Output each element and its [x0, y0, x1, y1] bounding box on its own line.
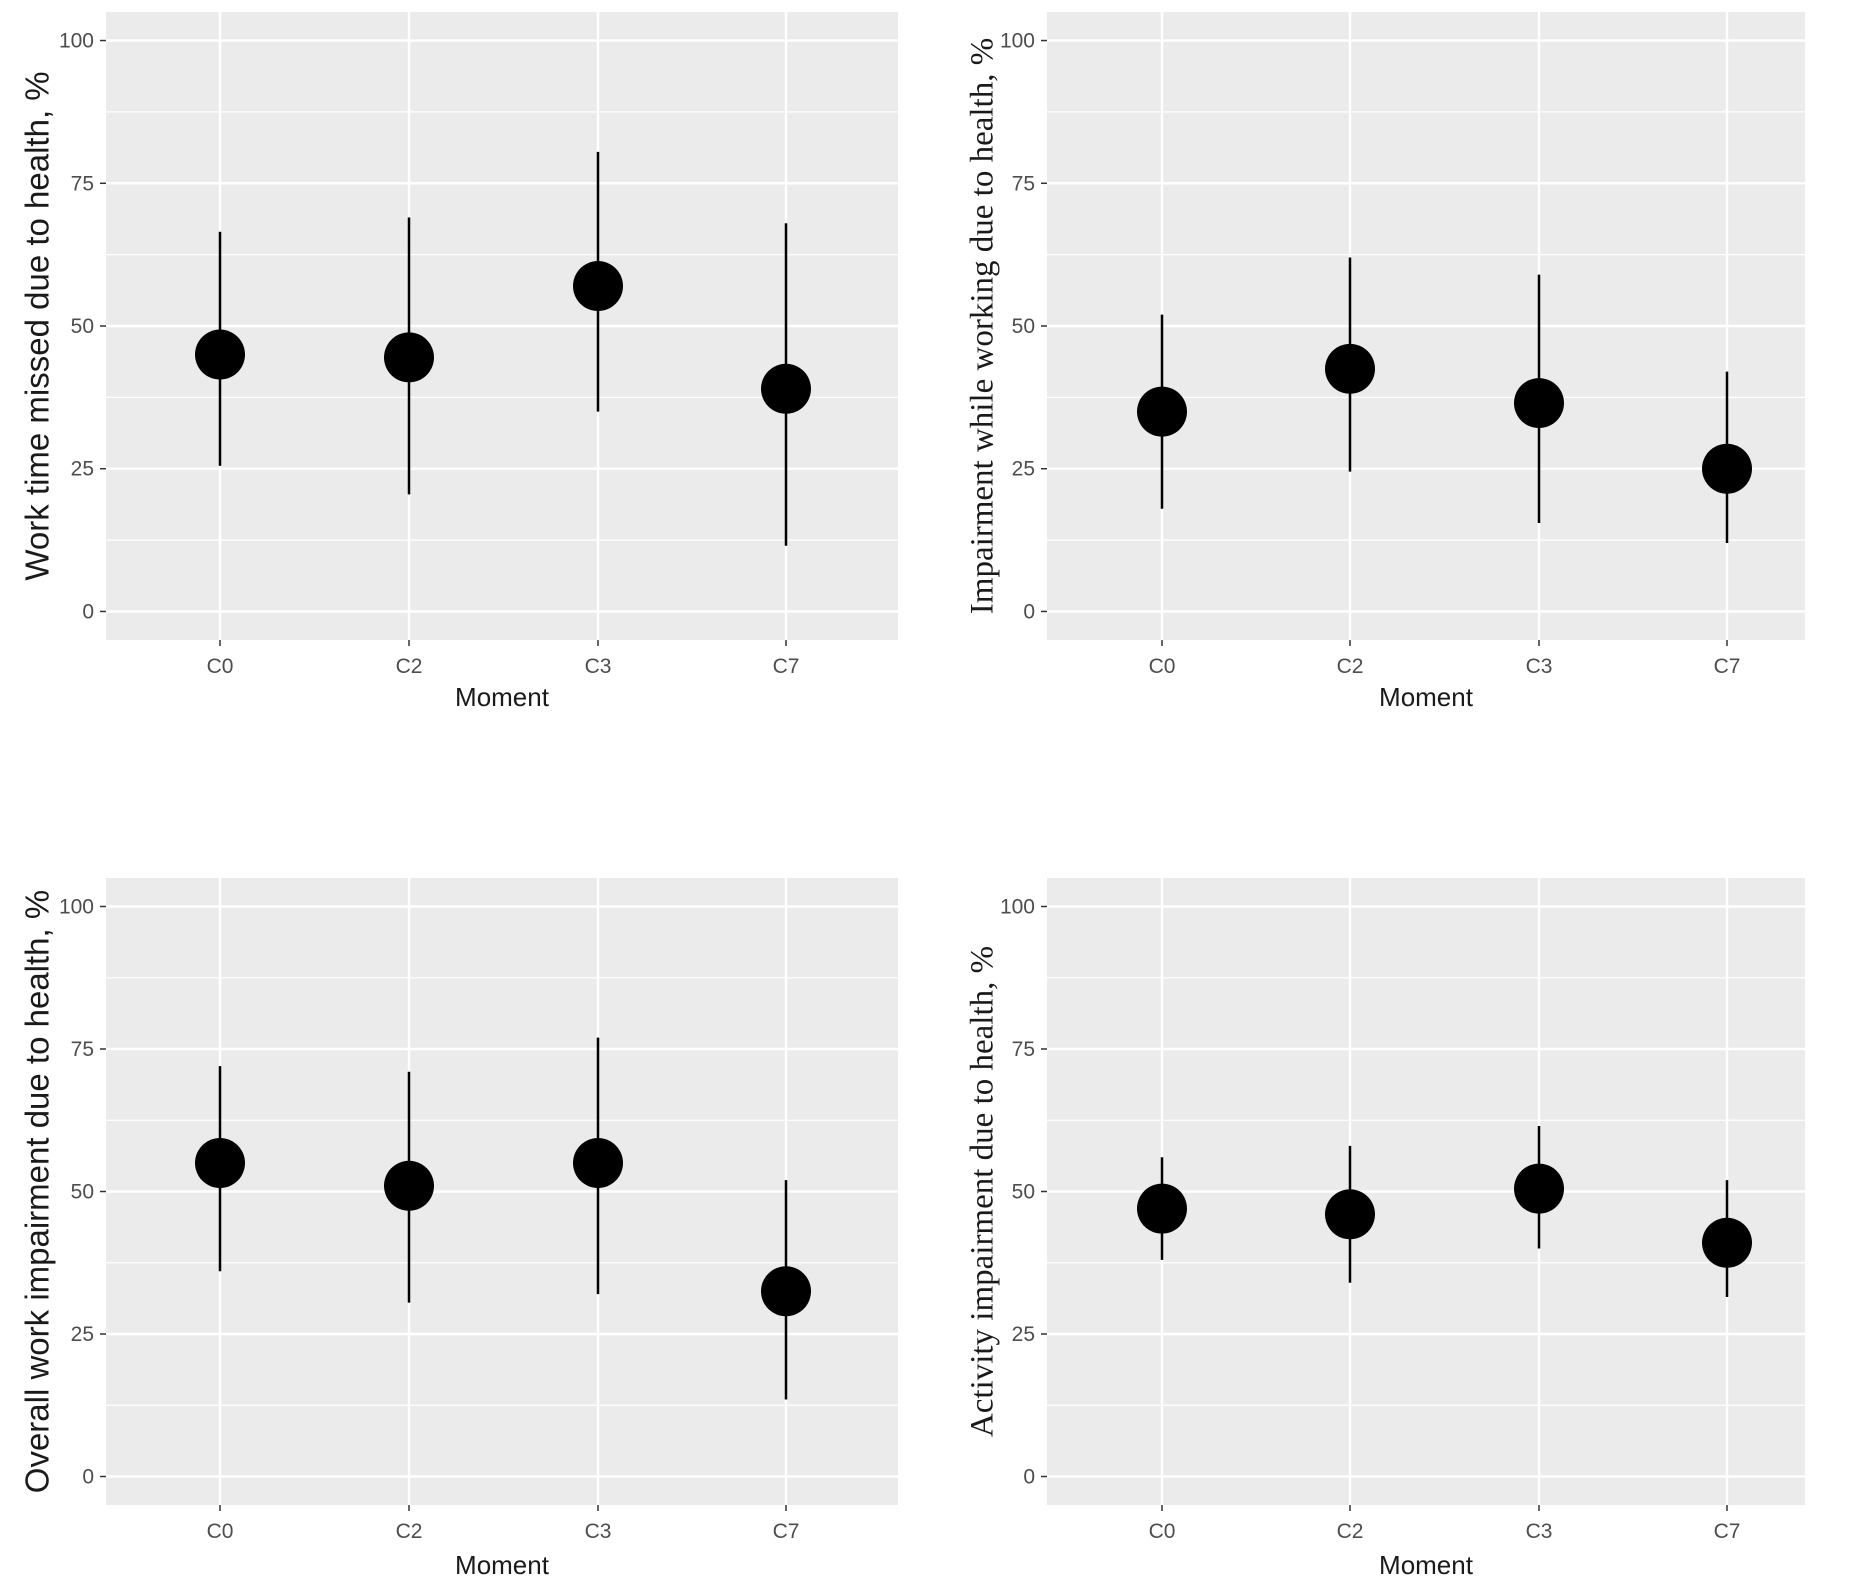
x-axis-title: Moment [455, 682, 550, 712]
y-tick-label: 25 [1012, 1323, 1035, 1346]
chart-panel-2: 0 25 50 75 100 C0 C2 C3 C7 Moment Impairment while… [965, 12, 1805, 712]
x-tick-label: C7 [1714, 655, 1741, 678]
x-tick-label: C7 [773, 655, 800, 678]
data-point [1325, 1189, 1375, 1240]
y-tick-label: 100 [59, 896, 94, 919]
y-tick-label: 25 [71, 458, 94, 481]
chart-panel-4: 0 25 50 75 100 C0 C2 C3 C7 Moment Activity impairm… [965, 878, 1805, 1580]
x-axis-title: Moment [1379, 1550, 1474, 1580]
y-tick-label: 75 [71, 172, 94, 195]
y-tick-label: 75 [1012, 1038, 1035, 1061]
x-axis-title: Moment [455, 1550, 550, 1580]
y-tick-label: 100 [1000, 30, 1035, 53]
y-tick-label: 50 [71, 1181, 94, 1204]
y-tick-label: 0 [82, 1466, 94, 1489]
x-tick-label: C3 [585, 655, 612, 678]
data-point [1514, 1163, 1564, 1214]
x-tick-label: C7 [773, 1520, 800, 1543]
x-tick-label: C2 [396, 1520, 423, 1543]
y-tick-label: 50 [1012, 315, 1035, 338]
x-tick-label: C0 [1149, 655, 1176, 678]
y-tick-label: 100 [59, 30, 94, 53]
y-tick-label: 0 [1023, 1466, 1035, 1489]
y-tick-label: 75 [71, 1038, 94, 1061]
y-axis-title: Activity impairment due to health, % [965, 946, 1001, 1437]
data-point [761, 1266, 811, 1317]
data-point [1137, 386, 1187, 437]
y-axis-title: Impairment while working due to health, … [965, 38, 1001, 614]
data-point [384, 1160, 434, 1211]
x-tick-label: C7 [1714, 1520, 1741, 1543]
x-axis-title: Moment [1379, 682, 1474, 712]
data-point [384, 332, 434, 383]
x-tick-label: C3 [1526, 655, 1553, 678]
y-tick-label: 75 [1012, 172, 1035, 195]
chart-panel-1: 0 25 50 75 100 C0 C2 C3 C7 Moment Work time missed… [19, 12, 898, 712]
data-point [1325, 343, 1375, 394]
x-tick-label: C2 [1337, 655, 1364, 678]
data-point [1514, 378, 1564, 429]
x-tick-label: C0 [1149, 1520, 1176, 1543]
x-tick-label: C2 [396, 655, 423, 678]
y-tick-label: 50 [71, 315, 94, 338]
x-tick-label: C0 [207, 1520, 234, 1543]
x-tick-label: C3 [585, 1520, 612, 1543]
x-tick-label: C3 [1526, 1520, 1553, 1543]
y-axis-title: Work time missed due to health, % [19, 71, 56, 580]
y-tick-label: 0 [82, 600, 94, 623]
data-point [573, 1138, 623, 1188]
chart-panel-3: 0 25 50 75 100 C0 C2 C3 C7 Moment Overall work imp… [19, 878, 898, 1580]
y-tick-label: 50 [1012, 1181, 1035, 1204]
data-point [573, 261, 623, 312]
y-tick-label: 0 [1023, 600, 1035, 623]
data-point [195, 329, 245, 380]
data-point [1702, 443, 1752, 494]
data-point [1137, 1183, 1187, 1234]
y-tick-label: 25 [1012, 458, 1035, 481]
y-tick-label: 25 [71, 1323, 94, 1346]
data-point [761, 363, 811, 414]
y-tick-label: 100 [1000, 896, 1035, 919]
data-point [195, 1138, 245, 1188]
x-tick-label: C0 [207, 655, 234, 678]
data-point [1702, 1217, 1752, 1268]
x-tick-label: C2 [1337, 1520, 1364, 1543]
y-axis-title: Overall work impairment due to health, % [19, 890, 56, 1493]
